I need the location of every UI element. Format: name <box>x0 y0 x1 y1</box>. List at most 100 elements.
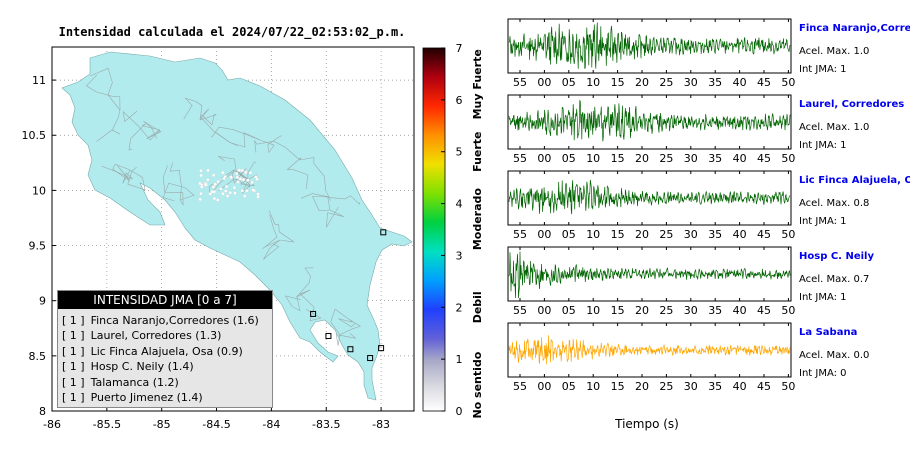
waveform-station-name: La Sabana <box>799 327 858 338</box>
waveform-tick-label: 00 <box>537 304 551 317</box>
road <box>162 182 195 202</box>
waveform-acel-max: Acel. Max. 0.7 <box>799 274 870 285</box>
town-dot <box>235 175 240 180</box>
legend-items: [ 1 ] Finca Naranjo,Corredores (1.6)[ 1 ]… <box>58 309 272 405</box>
waveform-tick-label: 35 <box>708 380 722 393</box>
waveform-tick-label: 05 <box>562 152 576 165</box>
road <box>127 166 146 191</box>
road <box>263 239 281 260</box>
waveform-tick-label: 20 <box>635 152 649 165</box>
waveform-tick-label: 50 <box>781 76 795 89</box>
road-network <box>85 67 362 346</box>
waveform-tick-label: 10 <box>586 76 600 89</box>
station-legend: INTENSIDAD JMA [0 a 7] [ 1 ] Finca Naranj… <box>57 290 273 408</box>
town-dot <box>256 195 260 199</box>
town-dot <box>212 173 216 177</box>
colorbar-categories: No sentido Debil Moderado Fuerte Muy Fuerte <box>471 49 484 418</box>
waveform-tick-label: 30 <box>684 228 698 241</box>
town-dot <box>199 191 203 196</box>
colorbar-tick-label: 0 <box>456 405 463 418</box>
road <box>299 289 322 322</box>
waveform-tick-label: 35 <box>708 76 722 89</box>
town-dot <box>244 170 248 175</box>
station-marker[interactable] <box>310 310 317 317</box>
town-dot <box>248 171 253 175</box>
legend-item-level: [ 1 ] <box>62 344 85 358</box>
waveform-station-info: Hosp C. Neily Acel. Max. 0.7 Int JMA: 1 <box>799 251 910 304</box>
town-dot <box>199 169 203 173</box>
waveform-tick-label: 00 <box>537 76 551 89</box>
map-x-tick-label: -85.5 <box>93 418 121 431</box>
road <box>218 178 251 191</box>
town-dot <box>206 178 210 182</box>
legend-item: [ 1 ] Finca Naranjo,Corredores (1.6) <box>62 313 272 328</box>
waveform-tick-label: 45 <box>757 228 771 241</box>
waveform-tick-label: 55 <box>513 228 527 241</box>
waveform-tick-label: 55 <box>513 304 527 317</box>
road <box>199 114 217 126</box>
town-dot <box>224 184 229 189</box>
town-dot <box>213 182 217 186</box>
map-title: Intensidad calculada el 2024/07/22_02:53… <box>59 25 406 40</box>
waveform-int-jma: Int JMA: 1 <box>799 216 847 227</box>
legend-item: [ 1 ] Laurel, Corredores (1.3) <box>62 328 272 343</box>
road <box>162 165 184 206</box>
road <box>128 123 161 151</box>
waveform-tick-label: 15 <box>611 76 625 89</box>
waveform-tick-label: 30 <box>684 304 698 317</box>
station-marker[interactable] <box>380 229 387 236</box>
waveform-tick-label: 50 <box>781 152 795 165</box>
waveform-frame <box>507 322 792 378</box>
station-marker[interactable] <box>367 355 374 362</box>
waveform-panels: 55 00 05 10 15 20 25 30 35 40 45 50 55 00 05 10 15 20 25 30… <box>507 18 795 431</box>
waveform-tick-label: 20 <box>635 380 649 393</box>
town-dot <box>229 175 233 179</box>
waveform-tick-label: 25 <box>659 76 673 89</box>
waveform-tick-label: 15 <box>611 304 625 317</box>
town-dot <box>251 188 255 192</box>
colorbar-category-label: Debil <box>471 291 484 323</box>
waveform-station-name: Laurel, Corredores <box>799 99 905 110</box>
waveform-tick-label: 25 <box>659 380 673 393</box>
road <box>286 157 309 189</box>
waveform-tick-label: 40 <box>733 304 747 317</box>
town-dot <box>233 191 237 195</box>
waveform-station-name: Finca Naranjo,Corredores <box>799 23 910 34</box>
colorbar-category-text: Debil <box>471 291 484 323</box>
town-dot <box>240 189 245 193</box>
waveform-tick-label: 05 <box>562 380 576 393</box>
station-marker[interactable] <box>378 345 385 352</box>
waveform-tick-label: 30 <box>684 380 698 393</box>
road <box>208 170 241 196</box>
town-dot <box>216 179 220 184</box>
waveform-trace <box>508 179 791 215</box>
waveform-tick-label: 20 <box>635 76 649 89</box>
waveform-tick-label: 20 <box>635 228 649 241</box>
waveform-station-name: Lic Finca Alajuela, Osa <box>799 175 910 186</box>
waveform-trace <box>508 251 791 299</box>
station-marker[interactable] <box>347 346 354 353</box>
map-y-tick-label: 9.5 <box>29 240 47 253</box>
waveform-tick-label: 45 <box>757 76 771 89</box>
town-dot <box>256 192 260 196</box>
waveform-tick-label: 30 <box>684 76 698 89</box>
road <box>112 163 131 181</box>
waveform-tick-label: 45 <box>757 380 771 393</box>
waveform-acel-max: Acel. Max. 0.8 <box>799 198 870 209</box>
town-dot <box>203 183 208 187</box>
road <box>122 110 161 141</box>
colorbar-category-text: Muy Fuerte <box>471 49 484 119</box>
town-dot <box>232 186 237 190</box>
waveform-tick-label: 15 <box>611 228 625 241</box>
road <box>183 97 203 121</box>
colorbar-category-label: Moderado <box>471 188 484 251</box>
map-x-axis: -86 -85.5 -85 -84.5 -84 -83.5 -83 <box>43 407 390 431</box>
road <box>268 210 295 243</box>
colorbar-tick-label: 3 <box>456 249 463 262</box>
station-marker[interactable] <box>325 332 332 339</box>
waveform-tick-label: 20 <box>635 304 649 317</box>
waveform-trace <box>508 335 791 365</box>
waveform-tick-label: 50 <box>781 380 795 393</box>
town-dot <box>224 189 228 193</box>
waveform-tick-label: 40 <box>733 152 747 165</box>
